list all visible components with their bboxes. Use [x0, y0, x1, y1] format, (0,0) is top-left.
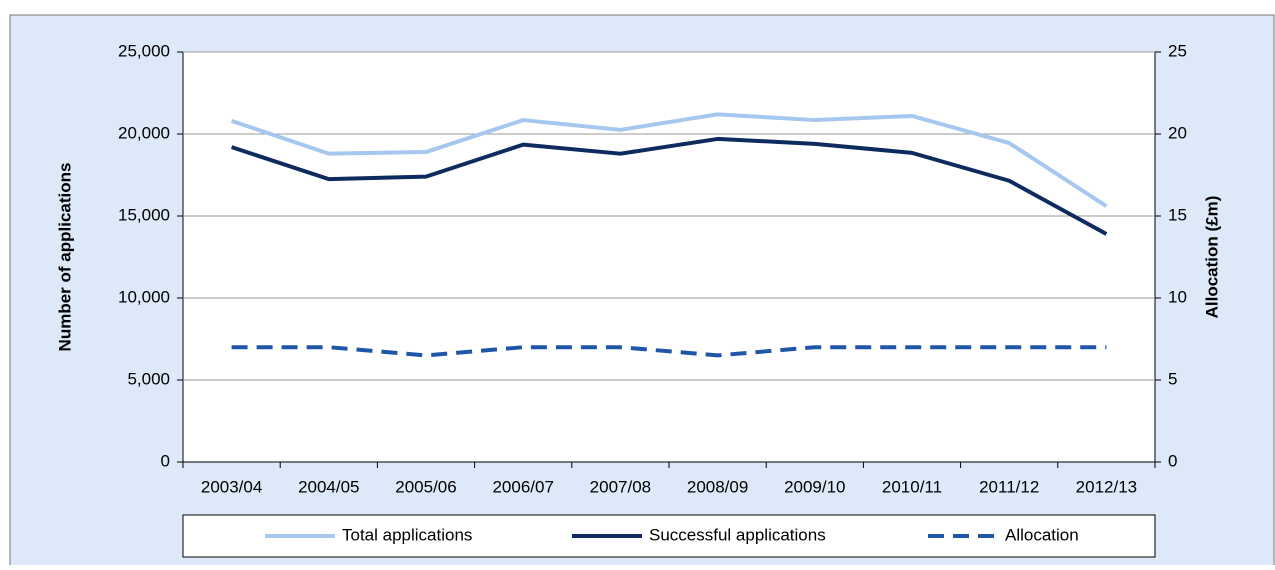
- y2-tick-label: 5: [1168, 369, 1177, 388]
- plot-area: [183, 52, 1155, 462]
- legend-label: Allocation: [1005, 525, 1079, 544]
- x-tick-label: 2010/11: [882, 477, 942, 496]
- y-tick-label: 15,000: [118, 205, 170, 224]
- x-tick-label: 2011/12: [979, 477, 1039, 496]
- y-tick-label: 25,000: [118, 41, 170, 60]
- legend-label: Successful applications: [649, 525, 826, 544]
- x-tick-label: 2003/04: [201, 477, 262, 496]
- x-tick-label: 2004/05: [298, 477, 359, 496]
- y-tick-label: 0: [161, 451, 170, 470]
- y-tick-label: 5,000: [127, 369, 170, 388]
- series-line: [231, 345, 1107, 358]
- y-tick-label: 10,000: [118, 287, 170, 306]
- y2-tick-label: 15: [1168, 205, 1187, 224]
- x-tick-label: 2005/06: [395, 477, 456, 496]
- x-tick-label: 2007/08: [590, 477, 651, 496]
- y2-tick-label: 25: [1168, 41, 1187, 60]
- x-tick-label: 2012/13: [1076, 477, 1137, 496]
- series-line: [230, 136, 1108, 236]
- legend-label: Total applications: [342, 525, 472, 544]
- y2-tick-label: 20: [1168, 123, 1187, 142]
- x-tick-label: 2006/07: [492, 477, 553, 496]
- series-line: [230, 112, 1108, 208]
- x-tick-label: 2009/10: [784, 477, 845, 496]
- y-tick-label: 20,000: [118, 123, 170, 142]
- y2-tick-label: 10: [1168, 287, 1187, 306]
- y2-tick-label: 0: [1168, 451, 1177, 470]
- x-tick-label: 2008/09: [687, 477, 748, 496]
- y2-axis-title: Allocation (£m): [1202, 196, 1221, 319]
- y-axis-title: Number of applications: [55, 163, 74, 352]
